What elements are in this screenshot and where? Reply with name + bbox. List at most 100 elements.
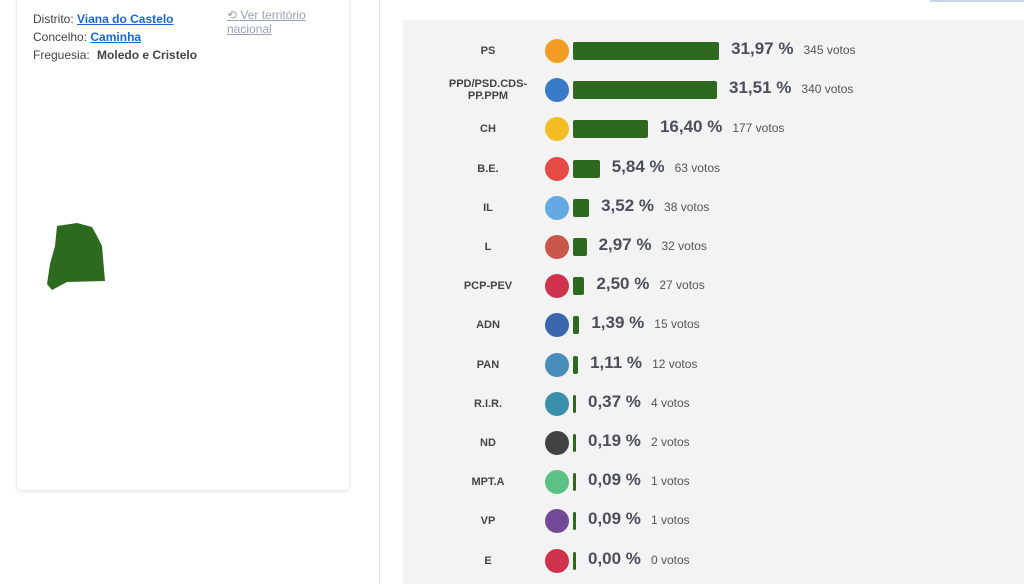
result-row: ADN 1,39 % 15 votos (403, 307, 1024, 343)
votes-label: 27 votos (659, 278, 705, 293)
bar[interactable] (573, 316, 580, 335)
party-logo (545, 352, 569, 377)
parish-shape (47, 223, 105, 290)
votes-label: 63 votos (674, 160, 720, 175)
party-label: ADN (476, 319, 500, 332)
party-logo (545, 391, 569, 416)
party-logo (545, 39, 569, 63)
result-row: PPD/PSD.CDS-PP.PPM 31,51 % 340 votos (403, 72, 1024, 108)
bar[interactable] (573, 81, 717, 100)
votes-label: 177 votos (732, 121, 785, 136)
party-logo (545, 313, 569, 338)
result-row: MPT.A 0,09 % 1 votos (403, 464, 1024, 500)
party-label: R.I.R. (473, 397, 503, 410)
bar[interactable] (573, 277, 585, 296)
party-label: VP (480, 515, 496, 528)
result-row: E 0,00 % 0 votos (403, 543, 1024, 579)
votes-label: 2 votos (650, 435, 690, 449)
party-label: PPD/PSD.CDS-PP.PPM (448, 78, 528, 103)
parish-name: Moledo e Cristelo (97, 48, 198, 62)
value-label: 16,40 % (659, 117, 723, 137)
bar[interactable] (573, 159, 600, 178)
district-link[interactable]: Viana do Castelo (77, 12, 174, 26)
party-label: ND (480, 437, 496, 449)
bar[interactable] (573, 238, 587, 256)
bar[interactable] (573, 42, 720, 60)
party-logo (545, 431, 569, 455)
party-label: IL (483, 201, 493, 214)
party-logo (545, 470, 569, 495)
votes-label: 38 votos (664, 199, 710, 214)
party-label: PCP-PEV (463, 280, 513, 293)
value-label: 2,97 % (598, 235, 652, 254)
bar[interactable] (573, 355, 579, 374)
votes-label: 32 votos (661, 239, 707, 253)
value-label: 1,39 % (591, 313, 645, 333)
value-label: 0,09 % (588, 509, 641, 529)
result-row: PS 31,97 % 345 votos (403, 33, 1024, 69)
result-row: L 2,97 % 32 votos (403, 229, 1024, 265)
municipality-label: Concelho: (33, 30, 88, 44)
votes-label: 1 votos (650, 513, 690, 528)
municipality-row: Concelho: Caminha (33, 30, 141, 44)
results-panel: PS 31,97 % 345 votos PPD/PSD.CDS-PP.PPM 31,5… (403, 20, 1024, 584)
party-logo (545, 156, 569, 181)
value-label: 0,37 % (588, 391, 641, 411)
divider (379, 0, 380, 584)
result-row: PAN 1,11 % 12 votos (403, 347, 1024, 383)
result-row: IL 3,52 % 38 votos (403, 190, 1024, 226)
parish-label: Freguesia: (33, 48, 90, 62)
votes-label: 12 votos (652, 356, 698, 371)
party-label: E (484, 554, 492, 567)
party-logo (545, 195, 569, 220)
party-label: B.E. (477, 162, 499, 175)
bar[interactable] (573, 473, 576, 492)
district-row: Distrito: Viana do Castelo (33, 12, 174, 26)
bar[interactable] (573, 512, 576, 531)
map (47, 223, 105, 290)
result-row: B.E. 5,84 % 63 votos (403, 151, 1024, 187)
result-row: VP 0,09 % 1 votos (403, 503, 1024, 539)
party-logo (545, 235, 569, 259)
party-logo (545, 117, 569, 142)
party-logo (545, 509, 569, 534)
national-link-text[interactable]: Ver território nacional (227, 8, 306, 36)
municipality-link[interactable]: Caminha (90, 30, 142, 44)
bar[interactable] (573, 120, 648, 139)
party-logo (545, 274, 569, 299)
value-label: 0,19 % (588, 431, 641, 450)
location-card: Distrito: Viana do Castelo ⟲ Ver territó… (17, 0, 349, 490)
bar[interactable] (573, 198, 590, 217)
party-logo (545, 548, 569, 573)
result-row: R.I.R. 0,37 % 4 votos (403, 386, 1024, 422)
top-rule (930, 0, 1024, 2)
result-row: PCP-PEV 2,50 % 27 votos (403, 268, 1024, 304)
votes-label: 1 votos (650, 474, 690, 489)
party-logo (545, 78, 569, 103)
votes-label: 4 votos (650, 395, 690, 410)
bar[interactable] (573, 434, 576, 452)
party-label: PAN (476, 358, 500, 371)
value-label: 5,84 % (611, 156, 665, 176)
votes-label: 345 votos (803, 43, 856, 57)
party-label: CH (480, 123, 496, 136)
party-label: PS (480, 45, 496, 57)
value-label: 0,09 % (588, 470, 641, 490)
votes-label: 0 votos (650, 552, 690, 567)
party-label: MPT.A (471, 476, 505, 489)
national-link[interactable]: ⟲ Ver território nacional (227, 8, 306, 36)
result-row: ND 0,19 % 2 votos (403, 425, 1024, 461)
result-row: CH 16,40 % 177 votos (403, 111, 1024, 147)
district-label: Distrito: (33, 12, 74, 26)
value-label: 2,50 % (596, 274, 650, 294)
value-label: 1,11 % (590, 352, 643, 372)
value-label: 31,97 % (731, 39, 794, 58)
value-label: 0,00 % (588, 548, 641, 568)
parish-row: Freguesia: Moledo e Cristelo (33, 48, 197, 62)
value-label: 3,52 % (601, 195, 655, 215)
party-label: L (484, 241, 492, 253)
votes-label: 340 votos (801, 82, 854, 97)
bar[interactable] (573, 551, 576, 570)
votes-label: 15 votos (654, 317, 700, 332)
bar[interactable] (573, 394, 576, 413)
